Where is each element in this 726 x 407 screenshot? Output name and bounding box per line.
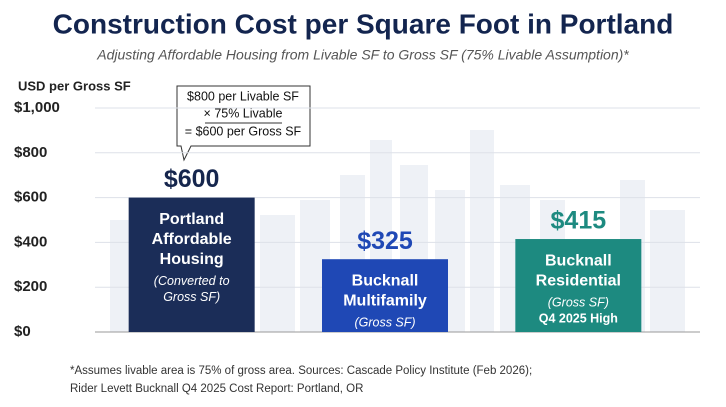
period-label: Q4 2025 Low — [347, 331, 424, 345]
bar-note: (Gross SF) — [354, 315, 415, 329]
category-label: Residential — [536, 272, 621, 289]
annotation: $800 per Livable SF — [187, 89, 299, 103]
value-label: $325 — [357, 227, 413, 255]
y-tick-label: $1,000 — [14, 99, 60, 116]
value-label: $415 — [551, 207, 607, 235]
footnote: Rider Levett Bucknall Q4 2025 Cost Repor… — [70, 383, 363, 395]
category-label: Affordable — [152, 231, 232, 248]
category-label: Housing — [160, 251, 224, 268]
footnote: *Assumes livable area is 75% of gross ar… — [70, 365, 532, 377]
category-label: Portland — [159, 211, 224, 228]
y-tick-label: $600 — [14, 189, 47, 206]
bar-note: Gross SF) — [163, 290, 220, 304]
category-label: Multifamily — [343, 292, 427, 309]
annotation: × 75% Livable — [204, 106, 283, 120]
bar — [515, 239, 642, 332]
y-tick-label: $200 — [14, 278, 47, 295]
y-axis-label: USD per Gross SF — [18, 78, 131, 93]
chart-subtitle: Adjusting Affordable Housing from Livabl… — [96, 47, 629, 63]
bar — [128, 197, 255, 332]
annotation: = $600 per Gross SF — [185, 124, 302, 138]
y-tick-label: $0 — [14, 323, 31, 340]
bar-note: (Gross SF) — [548, 295, 609, 309]
y-tick-label: $400 — [14, 233, 47, 250]
period-label: Q4 2025 High — [539, 311, 618, 325]
value-label: $600 — [164, 165, 220, 193]
category-label: Bucknall — [545, 252, 612, 269]
chart-title: Construction Cost per Square Foot in Por… — [53, 8, 674, 39]
bar — [322, 259, 448, 332]
category-label: Bucknall — [352, 272, 419, 289]
bar-note: (Converted to — [154, 274, 230, 288]
y-tick-label: $800 — [14, 144, 47, 161]
